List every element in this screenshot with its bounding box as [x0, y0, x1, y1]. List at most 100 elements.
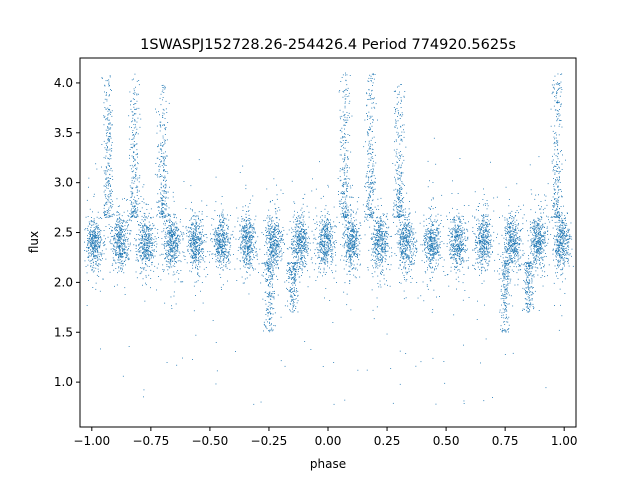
data-point [409, 229, 411, 231]
data-point [268, 235, 270, 236]
data-point [121, 229, 122, 231]
data-point [271, 266, 273, 268]
data-point [322, 245, 324, 247]
data-point [118, 242, 120, 243]
data-point [124, 225, 126, 227]
data-point [250, 236, 252, 238]
data-point [323, 271, 325, 273]
data-point [297, 252, 299, 253]
data-point [299, 263, 301, 265]
data-point [376, 229, 378, 231]
data-point [406, 254, 408, 256]
data-point [182, 235, 183, 237]
data-point [316, 221, 318, 223]
data-point [135, 245, 137, 247]
data-point [348, 250, 350, 252]
data-point [377, 267, 379, 269]
data-point [349, 243, 351, 245]
data-point [404, 185, 405, 186]
data-point [200, 221, 202, 223]
data-point [409, 231, 410, 233]
data-point [298, 215, 300, 217]
data-point [247, 248, 249, 249]
data-point [378, 239, 379, 241]
data-point [145, 263, 146, 264]
data-point [96, 257, 98, 258]
data-point [248, 228, 250, 230]
data-point [353, 267, 355, 269]
data-point [385, 232, 387, 234]
data-point [171, 237, 173, 238]
data-point [347, 247, 349, 248]
data-point [305, 232, 307, 234]
data-point [155, 238, 157, 240]
data-point [244, 225, 246, 227]
data-point [142, 248, 144, 250]
data-point [407, 242, 409, 244]
data-point [121, 215, 123, 217]
data-point [298, 226, 300, 228]
data-point [227, 233, 229, 234]
data-point [146, 249, 148, 251]
data-point [342, 223, 344, 225]
data-point [305, 241, 307, 242]
data-point [304, 248, 306, 250]
data-point [308, 236, 310, 238]
data-point [321, 227, 323, 229]
data-point [274, 242, 275, 243]
data-point [402, 214, 404, 216]
data-point [401, 232, 403, 234]
data-point [225, 262, 227, 264]
data-point [376, 258, 378, 259]
data-point [168, 261, 170, 263]
data-point [353, 232, 355, 234]
data-point [251, 239, 252, 240]
data-point [291, 243, 292, 245]
data-point [189, 246, 191, 248]
data-point [301, 259, 303, 261]
data-point [373, 255, 375, 257]
data-point [270, 237, 272, 239]
data-point [195, 229, 196, 231]
data-point [384, 248, 386, 250]
data-point [168, 233, 170, 235]
data-point [173, 240, 174, 242]
data-point [145, 276, 147, 278]
data-point [278, 252, 280, 253]
data-point [303, 244, 305, 246]
data-point [382, 213, 384, 215]
data-point [375, 239, 377, 241]
data-point [245, 234, 247, 236]
data-point [98, 239, 100, 241]
data-point [219, 214, 220, 216]
data-point [120, 230, 121, 232]
data-point [123, 260, 125, 262]
data-point [95, 261, 97, 262]
data-point [278, 253, 280, 255]
data-point [172, 236, 174, 237]
data-point [114, 285, 115, 287]
data-point [302, 236, 304, 238]
data-point [345, 229, 347, 231]
data-point [121, 243, 123, 245]
data-point [278, 223, 279, 225]
data-point [225, 236, 227, 238]
data-point [221, 251, 223, 253]
data-point [330, 245, 332, 247]
data-point [354, 224, 356, 226]
data-point [193, 236, 195, 237]
data-point [329, 237, 331, 239]
data-point [142, 228, 144, 230]
data-point [207, 274, 209, 275]
data-point [144, 250, 146, 252]
data-point [348, 241, 350, 243]
data-point [165, 260, 167, 262]
data-point [186, 229, 188, 231]
data-point [90, 260, 92, 261]
data-point [295, 248, 297, 250]
data-point [402, 229, 404, 230]
data-point [376, 297, 378, 299]
data-point [350, 187, 352, 189]
data-point [87, 230, 89, 231]
data-point [195, 257, 197, 259]
